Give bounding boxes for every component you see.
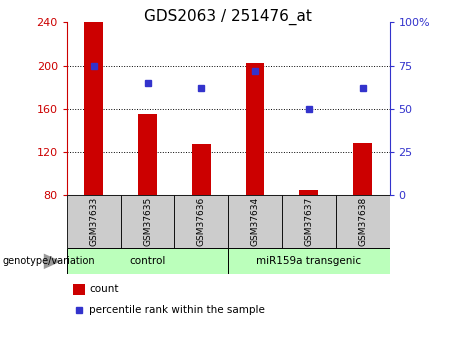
Text: GDS2063 / 251476_at: GDS2063 / 251476_at xyxy=(144,9,312,25)
Text: GSM37634: GSM37634 xyxy=(251,197,260,246)
Bar xyxy=(84,22,103,195)
Bar xyxy=(67,248,228,274)
Bar xyxy=(138,114,157,195)
Bar xyxy=(174,195,228,248)
Bar xyxy=(246,63,265,195)
Bar xyxy=(282,195,336,248)
Text: GSM37638: GSM37638 xyxy=(358,197,367,246)
Text: GSM37633: GSM37633 xyxy=(89,197,98,246)
Bar xyxy=(121,195,174,248)
Bar xyxy=(192,144,211,195)
Text: GSM37635: GSM37635 xyxy=(143,197,152,246)
Bar xyxy=(336,195,390,248)
Bar xyxy=(67,195,121,248)
Text: miR159a transgenic: miR159a transgenic xyxy=(256,256,361,266)
Text: count: count xyxy=(89,284,119,294)
Text: control: control xyxy=(130,256,165,266)
Text: GSM37637: GSM37637 xyxy=(304,197,313,246)
Bar xyxy=(73,284,84,295)
Text: genotype/variation: genotype/variation xyxy=(2,256,95,266)
Polygon shape xyxy=(44,254,61,269)
Bar xyxy=(228,195,282,248)
Bar xyxy=(300,189,318,195)
Bar xyxy=(353,143,372,195)
Text: percentile rank within the sample: percentile rank within the sample xyxy=(89,305,266,315)
Bar xyxy=(228,248,390,274)
Text: GSM37636: GSM37636 xyxy=(197,197,206,246)
